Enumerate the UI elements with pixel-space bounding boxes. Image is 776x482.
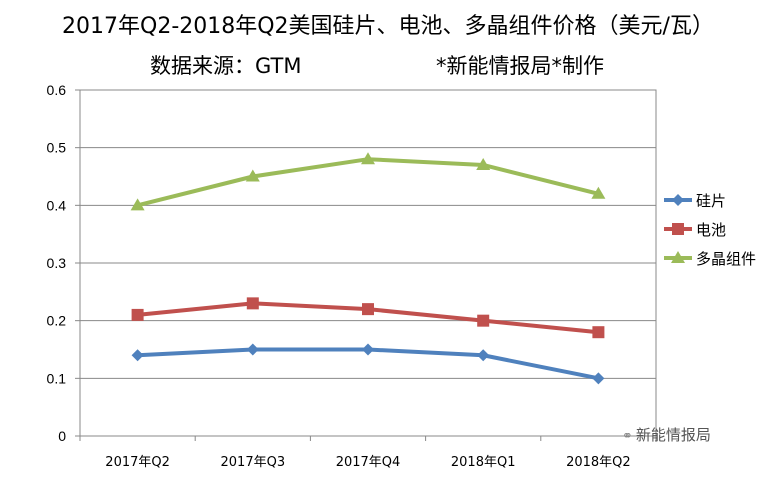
y-tick-label: 0.6: [47, 82, 67, 98]
data-point: [477, 349, 490, 362]
data-point: [477, 314, 490, 327]
x-tick-label: 2017年Q3: [221, 455, 286, 470]
y-tick-label: 0.5: [47, 140, 67, 156]
y-tick-label: 0.2: [47, 313, 67, 329]
data-point: [362, 343, 374, 356]
data-point: [246, 297, 259, 310]
data-source-label: 数据来源：GTM: [150, 54, 302, 78]
y-tick-label: 0: [58, 428, 66, 444]
watermark-text: 新能情报局: [635, 426, 711, 444]
legend-label: 多晶组件: [696, 250, 756, 268]
x-tick-label: 2018年Q1: [451, 455, 516, 470]
data-point: [592, 372, 605, 385]
y-tick-label: 0.4: [47, 197, 67, 213]
data-point: [591, 186, 606, 199]
y-tick-label: 0.3: [47, 255, 67, 271]
x-tick-label: 2018年Q2: [566, 455, 631, 470]
x-tick-label: 2017年Q2: [105, 455, 170, 470]
maker-label: *新能情报局*制作: [436, 54, 604, 78]
x-tick-label: 2017年Q4: [336, 455, 401, 470]
data-point: [131, 308, 144, 321]
legend-marker: [671, 251, 685, 263]
data-point: [476, 157, 491, 170]
data-point: [130, 198, 145, 211]
data-point: [592, 326, 605, 339]
legend-marker: [672, 194, 684, 206]
data-point: [361, 152, 375, 165]
data-point: [362, 303, 374, 316]
legend-marker: [672, 223, 684, 235]
legend-label: 电池: [696, 221, 726, 239]
y-tick-label: 0.1: [47, 370, 67, 386]
series-line: [137, 157, 599, 208]
wechat-icon: ⚭: [622, 429, 633, 444]
data-point: [245, 169, 260, 182]
legend-label: 硅片: [696, 192, 726, 210]
data-point: [246, 343, 259, 356]
watermark: ⚭ 新能情报局: [622, 424, 711, 445]
data-point: [131, 349, 144, 362]
chart-title: 2017年Q2-2018年Q2美国硅片、电池、多晶组件价格（美元/瓦）: [62, 14, 714, 39]
